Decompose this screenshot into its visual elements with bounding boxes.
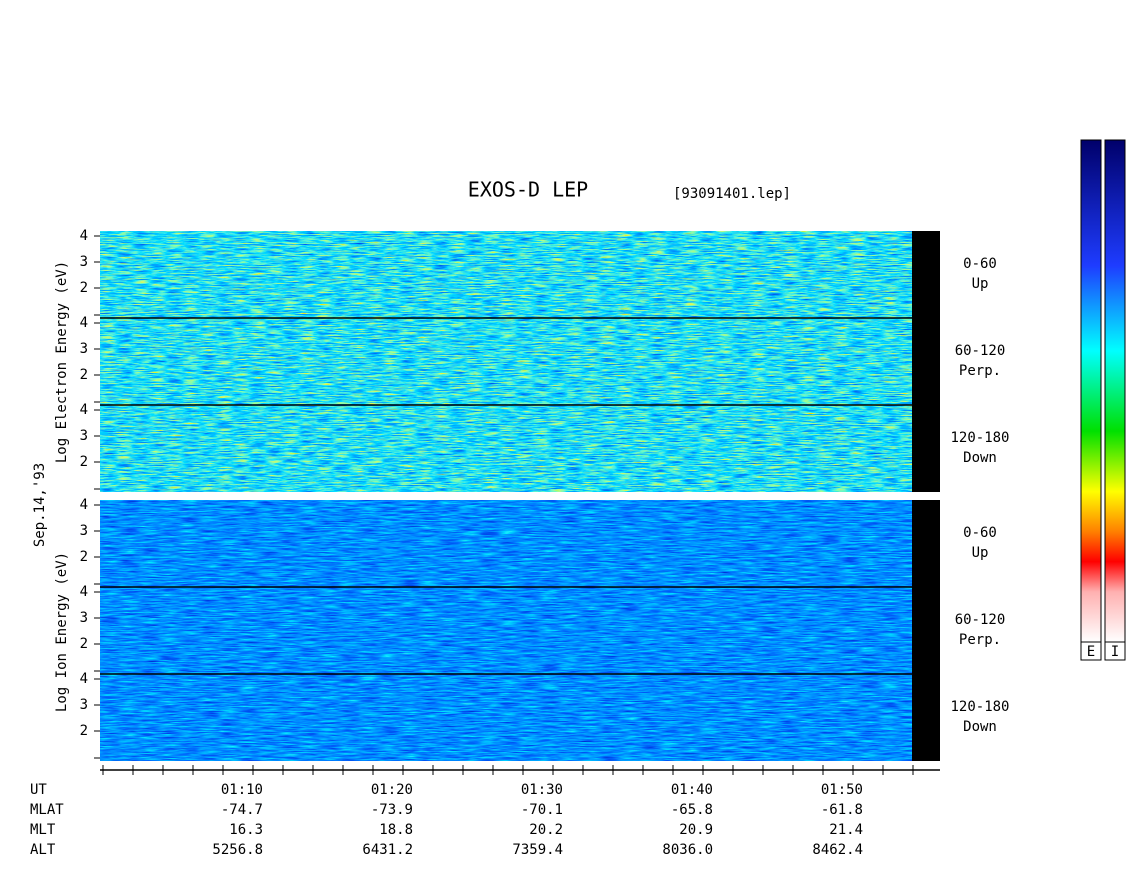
row-value: 20.2: [529, 822, 563, 838]
energy-tick-label: 2: [80, 549, 88, 565]
colorbar-label: I: [1111, 644, 1119, 660]
row-value: 8462.4: [812, 842, 863, 858]
row-value: 20.9: [679, 822, 713, 838]
energy-tick-label: 2: [80, 636, 88, 652]
colorbar: [1080, 139, 1102, 643]
energy-tick-label: 4: [80, 402, 88, 418]
row-value: 8036.0: [662, 842, 713, 858]
panel-range: 0-60: [963, 256, 997, 272]
panel-range: 120-180: [950, 430, 1009, 446]
spectrogram: [100, 231, 912, 492]
row-value: -73.9: [371, 802, 413, 818]
panel-range: 0-60: [963, 525, 997, 541]
energy-tick-label: 2: [80, 367, 88, 383]
energy-tick-label: 3: [80, 428, 88, 444]
panel-range: 60-120: [955, 612, 1006, 628]
panel-direction: Down: [963, 719, 997, 735]
electron-panels: [100, 231, 940, 492]
colorbar: [1104, 139, 1126, 643]
row-label: MLAT: [30, 802, 64, 818]
row-value: 01:20: [371, 782, 413, 798]
row-value: 01:30: [521, 782, 563, 798]
row-label: ALT: [30, 842, 56, 858]
energy-tick-label: 3: [80, 610, 88, 626]
electron-axis-label: Log Electron Energy (eV): [54, 261, 70, 463]
row-value: 6431.2: [362, 842, 413, 858]
panel-range: 60-120: [955, 343, 1006, 359]
date-label: Sep.14,'93: [32, 463, 48, 547]
row-value: 01:50: [821, 782, 863, 798]
energy-tick-label: 4: [80, 315, 88, 331]
panel-direction: Down: [963, 450, 997, 466]
row-value: 01:10: [221, 782, 263, 798]
row-label: UT: [30, 782, 47, 798]
colorbars: E I: [1080, 139, 1126, 661]
spectrogram: [100, 500, 912, 761]
no-data: [912, 231, 940, 492]
row-value: 5256.8: [212, 842, 263, 858]
energy-tick-label: 4: [80, 228, 88, 244]
colorbar-box: [1080, 641, 1102, 661]
panel-direction: Up: [972, 545, 989, 561]
ion-axis-label: Log Ion Energy (eV): [54, 552, 70, 712]
panel-range: 120-180: [950, 699, 1009, 715]
row-value: 01:40: [671, 782, 713, 798]
row-value: -61.8: [821, 802, 863, 818]
energy-tick-label: 2: [80, 280, 88, 296]
file-name: [93091401.lep]: [673, 186, 791, 202]
colorbar-label: E: [1087, 644, 1095, 660]
energy-tick-label: 3: [80, 697, 88, 713]
energy-tick-label: 3: [80, 341, 88, 357]
no-data: [912, 500, 940, 761]
energy-tick-label: 4: [80, 497, 88, 513]
energy-tick-label: 2: [80, 454, 88, 470]
energy-tick-label: 3: [80, 523, 88, 539]
colorbar-box: [1104, 641, 1126, 661]
row-label: MLT: [30, 822, 56, 838]
energy-tick-label: 3: [80, 254, 88, 270]
panel-direction: Perp.: [959, 632, 1001, 648]
row-value: -65.8: [671, 802, 713, 818]
row-value: 16.3: [229, 822, 263, 838]
row-value: 7359.4: [512, 842, 563, 858]
row-value: 21.4: [829, 822, 863, 838]
title: EXOS-D LEP: [468, 178, 588, 202]
energy-tick-label: 2: [80, 723, 88, 739]
ion-panels: [100, 500, 940, 761]
panel-borders: [100, 317, 940, 771]
row-value: -74.7: [221, 802, 263, 818]
row-value: -70.1: [521, 802, 563, 818]
panel-direction: Up: [972, 276, 989, 292]
energy-tick-label: 4: [80, 671, 88, 687]
panel-direction: Perp.: [959, 363, 1001, 379]
row-value: 18.8: [379, 822, 413, 838]
energy-tick-label: 4: [80, 584, 88, 600]
